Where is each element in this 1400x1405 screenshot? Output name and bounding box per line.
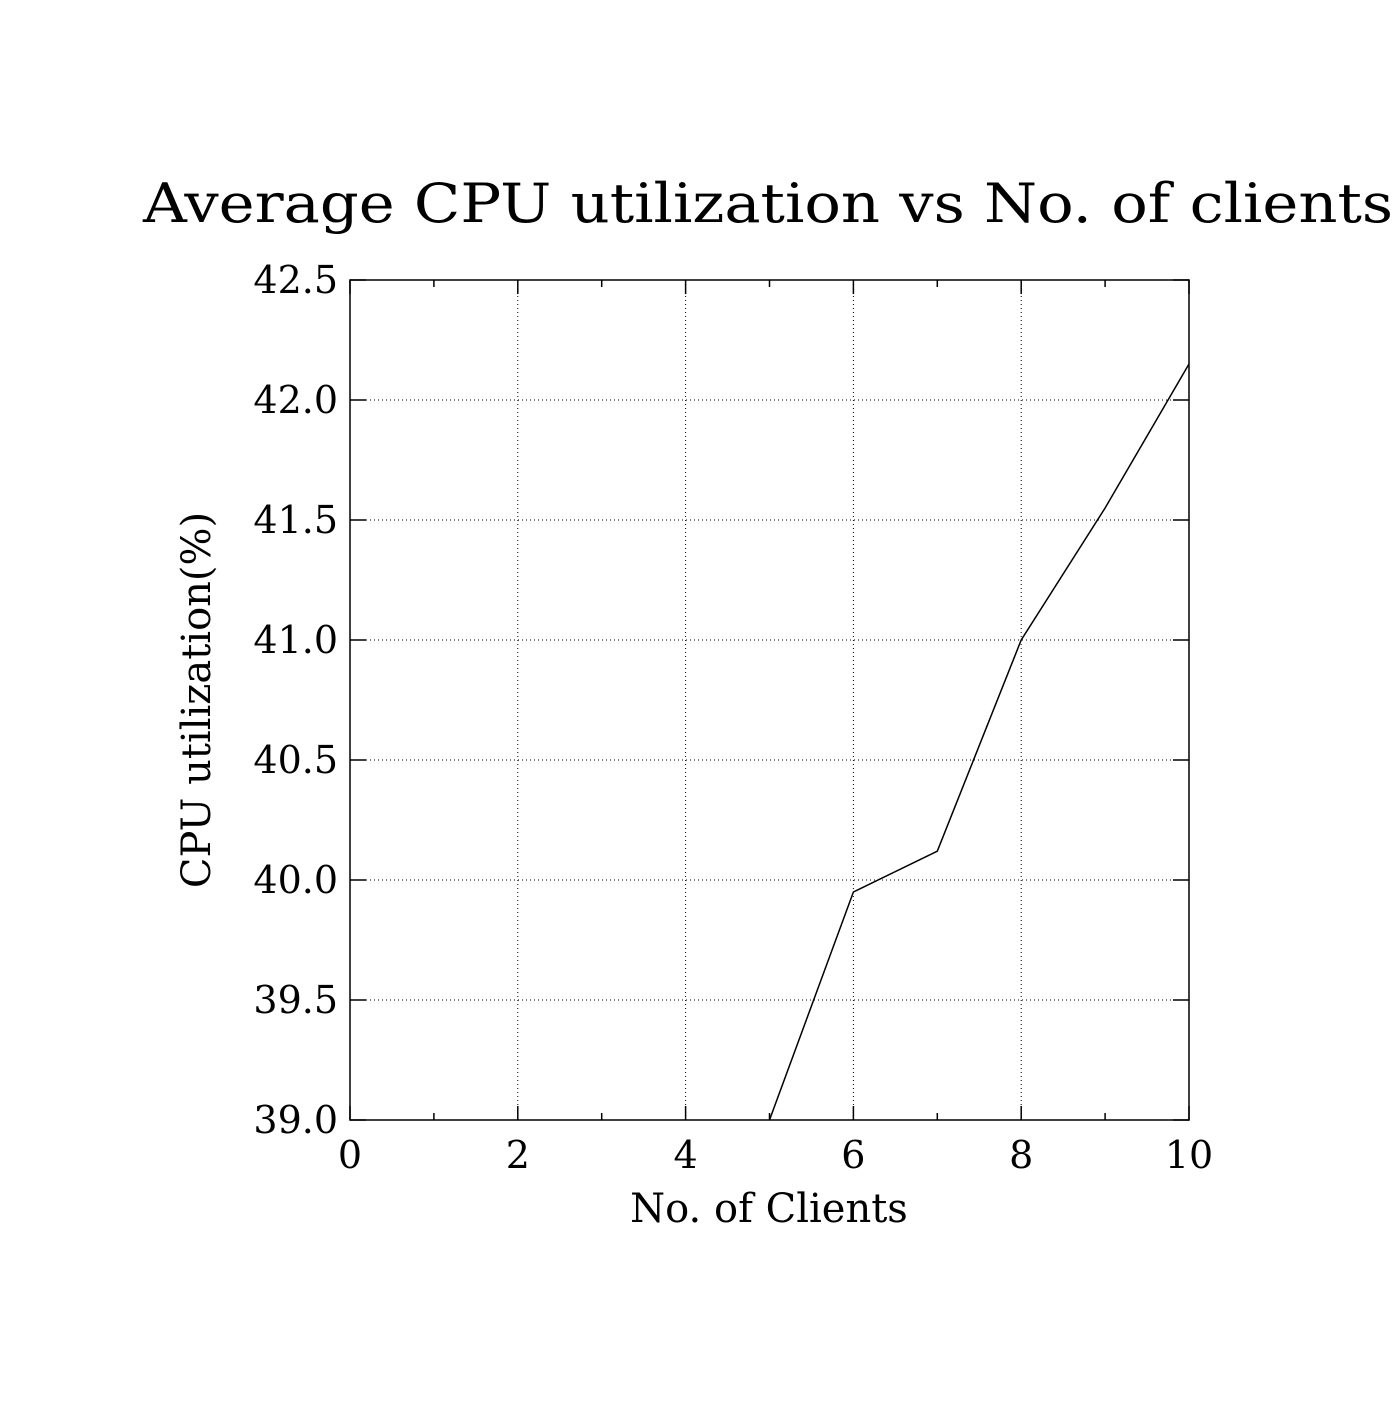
x-tick-label: 0	[338, 1133, 362, 1177]
x-tick-label: 10	[1165, 1133, 1213, 1177]
x-tick-label: 2	[506, 1133, 530, 1177]
series-lines	[769, 364, 1189, 1120]
x-tick-label: 4	[674, 1133, 698, 1177]
series-line	[770, 364, 1190, 1120]
y-tick-label: 40.5	[253, 738, 338, 782]
y-tick-label: 39.5	[253, 978, 338, 1022]
axis-ticks: 0 2 4 6 8 10 39.0 39.5 40.0 40.5 41.0 41.5 42.0 42.5	[253, 258, 1213, 1177]
y-tick-label: 42.5	[253, 258, 338, 302]
y-tick-label: 42.0	[253, 378, 338, 422]
y-tick-label: 41.5	[253, 498, 338, 542]
chart-title: Average CPU utilization vs No. of client…	[142, 172, 1393, 235]
y-tick-label: 40.0	[253, 858, 338, 902]
plot-frame	[350, 280, 1189, 1120]
y-tick-label: 41.0	[253, 618, 338, 662]
y-tick-label: 39.0	[253, 1098, 338, 1142]
y-axis-label: CPU utilization(%)	[174, 512, 220, 888]
x-axis-label: No. of Clients	[630, 1186, 908, 1232]
x-tick-label: 6	[841, 1133, 865, 1177]
grid	[350, 280, 1189, 1120]
x-tick-label: 8	[1009, 1133, 1033, 1177]
